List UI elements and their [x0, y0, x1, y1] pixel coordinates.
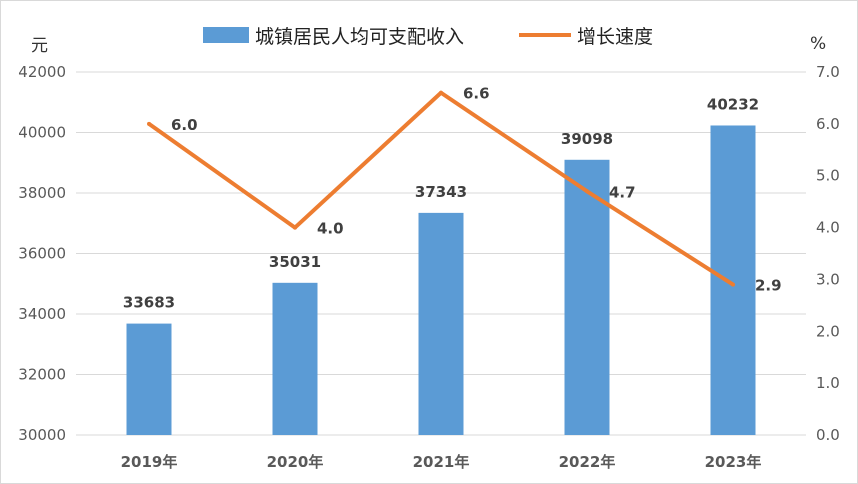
left-axis-tick-label: 30000 — [18, 426, 66, 444]
line-series — [147, 90, 735, 287]
legend: 城镇居民人均可支配收入 增长速度 — [203, 26, 653, 48]
right-axis-tick-label: 7.0 — [816, 63, 840, 81]
line-data-label: 2.9 — [755, 277, 782, 295]
bar-series — [126, 125, 756, 436]
right-axis-tick-label: 5.0 — [816, 167, 840, 185]
right-axis-tick-label: 3.0 — [816, 270, 840, 288]
line-data-label: 6.6 — [463, 85, 490, 103]
x-axis-tick-label: 2021年 — [413, 453, 470, 471]
right-axis-tick-label: 0.0 — [816, 426, 840, 444]
x-axis-tick-label: 2022年 — [559, 453, 616, 471]
bar-data-label: 37343 — [415, 183, 467, 201]
line-data-label: 6.0 — [171, 116, 198, 134]
bar-data-label: 39098 — [561, 130, 613, 148]
x-axis-tick-label: 2019年 — [121, 453, 178, 471]
x-axis-tick-label: 2020年 — [267, 453, 324, 471]
legend-label-income: 城镇居民人均可支配收入 — [255, 26, 464, 48]
bar-data-label: 40232 — [707, 95, 759, 113]
bar-data-label: 33683 — [123, 294, 175, 312]
axes: 元 % 30000 32000 34000 36000 38000 40000 42000 0… — [18, 34, 840, 471]
left-axis-tick-label: 42000 — [18, 63, 66, 81]
right-axis-tick-label: 4.0 — [816, 219, 840, 237]
line-point — [293, 225, 297, 230]
line-data-label: 4.0 — [317, 220, 344, 238]
left-axis-tick-label: 34000 — [18, 305, 66, 323]
legend-bar-swatch — [203, 27, 249, 43]
line-point — [147, 121, 151, 126]
right-axis-tick-label: 2.0 — [816, 322, 840, 340]
bar — [564, 159, 610, 435]
data-labels: 33683 35031 37343 39098 40232 6.0 4.0 6.6 4.7 2.9 — [123, 85, 782, 312]
right-axis-tick-label: 1.0 — [816, 374, 840, 392]
legend-label-growth: 增长速度 — [577, 26, 653, 48]
bar — [710, 125, 756, 436]
left-axis-tick-label: 40000 — [18, 124, 66, 142]
left-axis-unit: 元 — [31, 36, 48, 56]
bar — [126, 323, 172, 435]
line-point — [439, 90, 443, 95]
line-data-label: 4.7 — [609, 183, 636, 201]
left-axis-tick-label: 38000 — [18, 184, 66, 202]
line-point — [731, 282, 735, 287]
x-axis-tick-label: 2023年 — [705, 453, 762, 471]
bar-data-label: 35031 — [269, 253, 321, 271]
left-axis-tick-label: 36000 — [18, 245, 66, 263]
left-axis-tick-label: 32000 — [18, 366, 66, 384]
line-point — [585, 189, 589, 194]
right-axis-unit: % — [810, 34, 826, 54]
bar — [418, 212, 464, 435]
bar — [272, 282, 318, 435]
right-axis-tick-label: 6.0 — [816, 115, 840, 133]
